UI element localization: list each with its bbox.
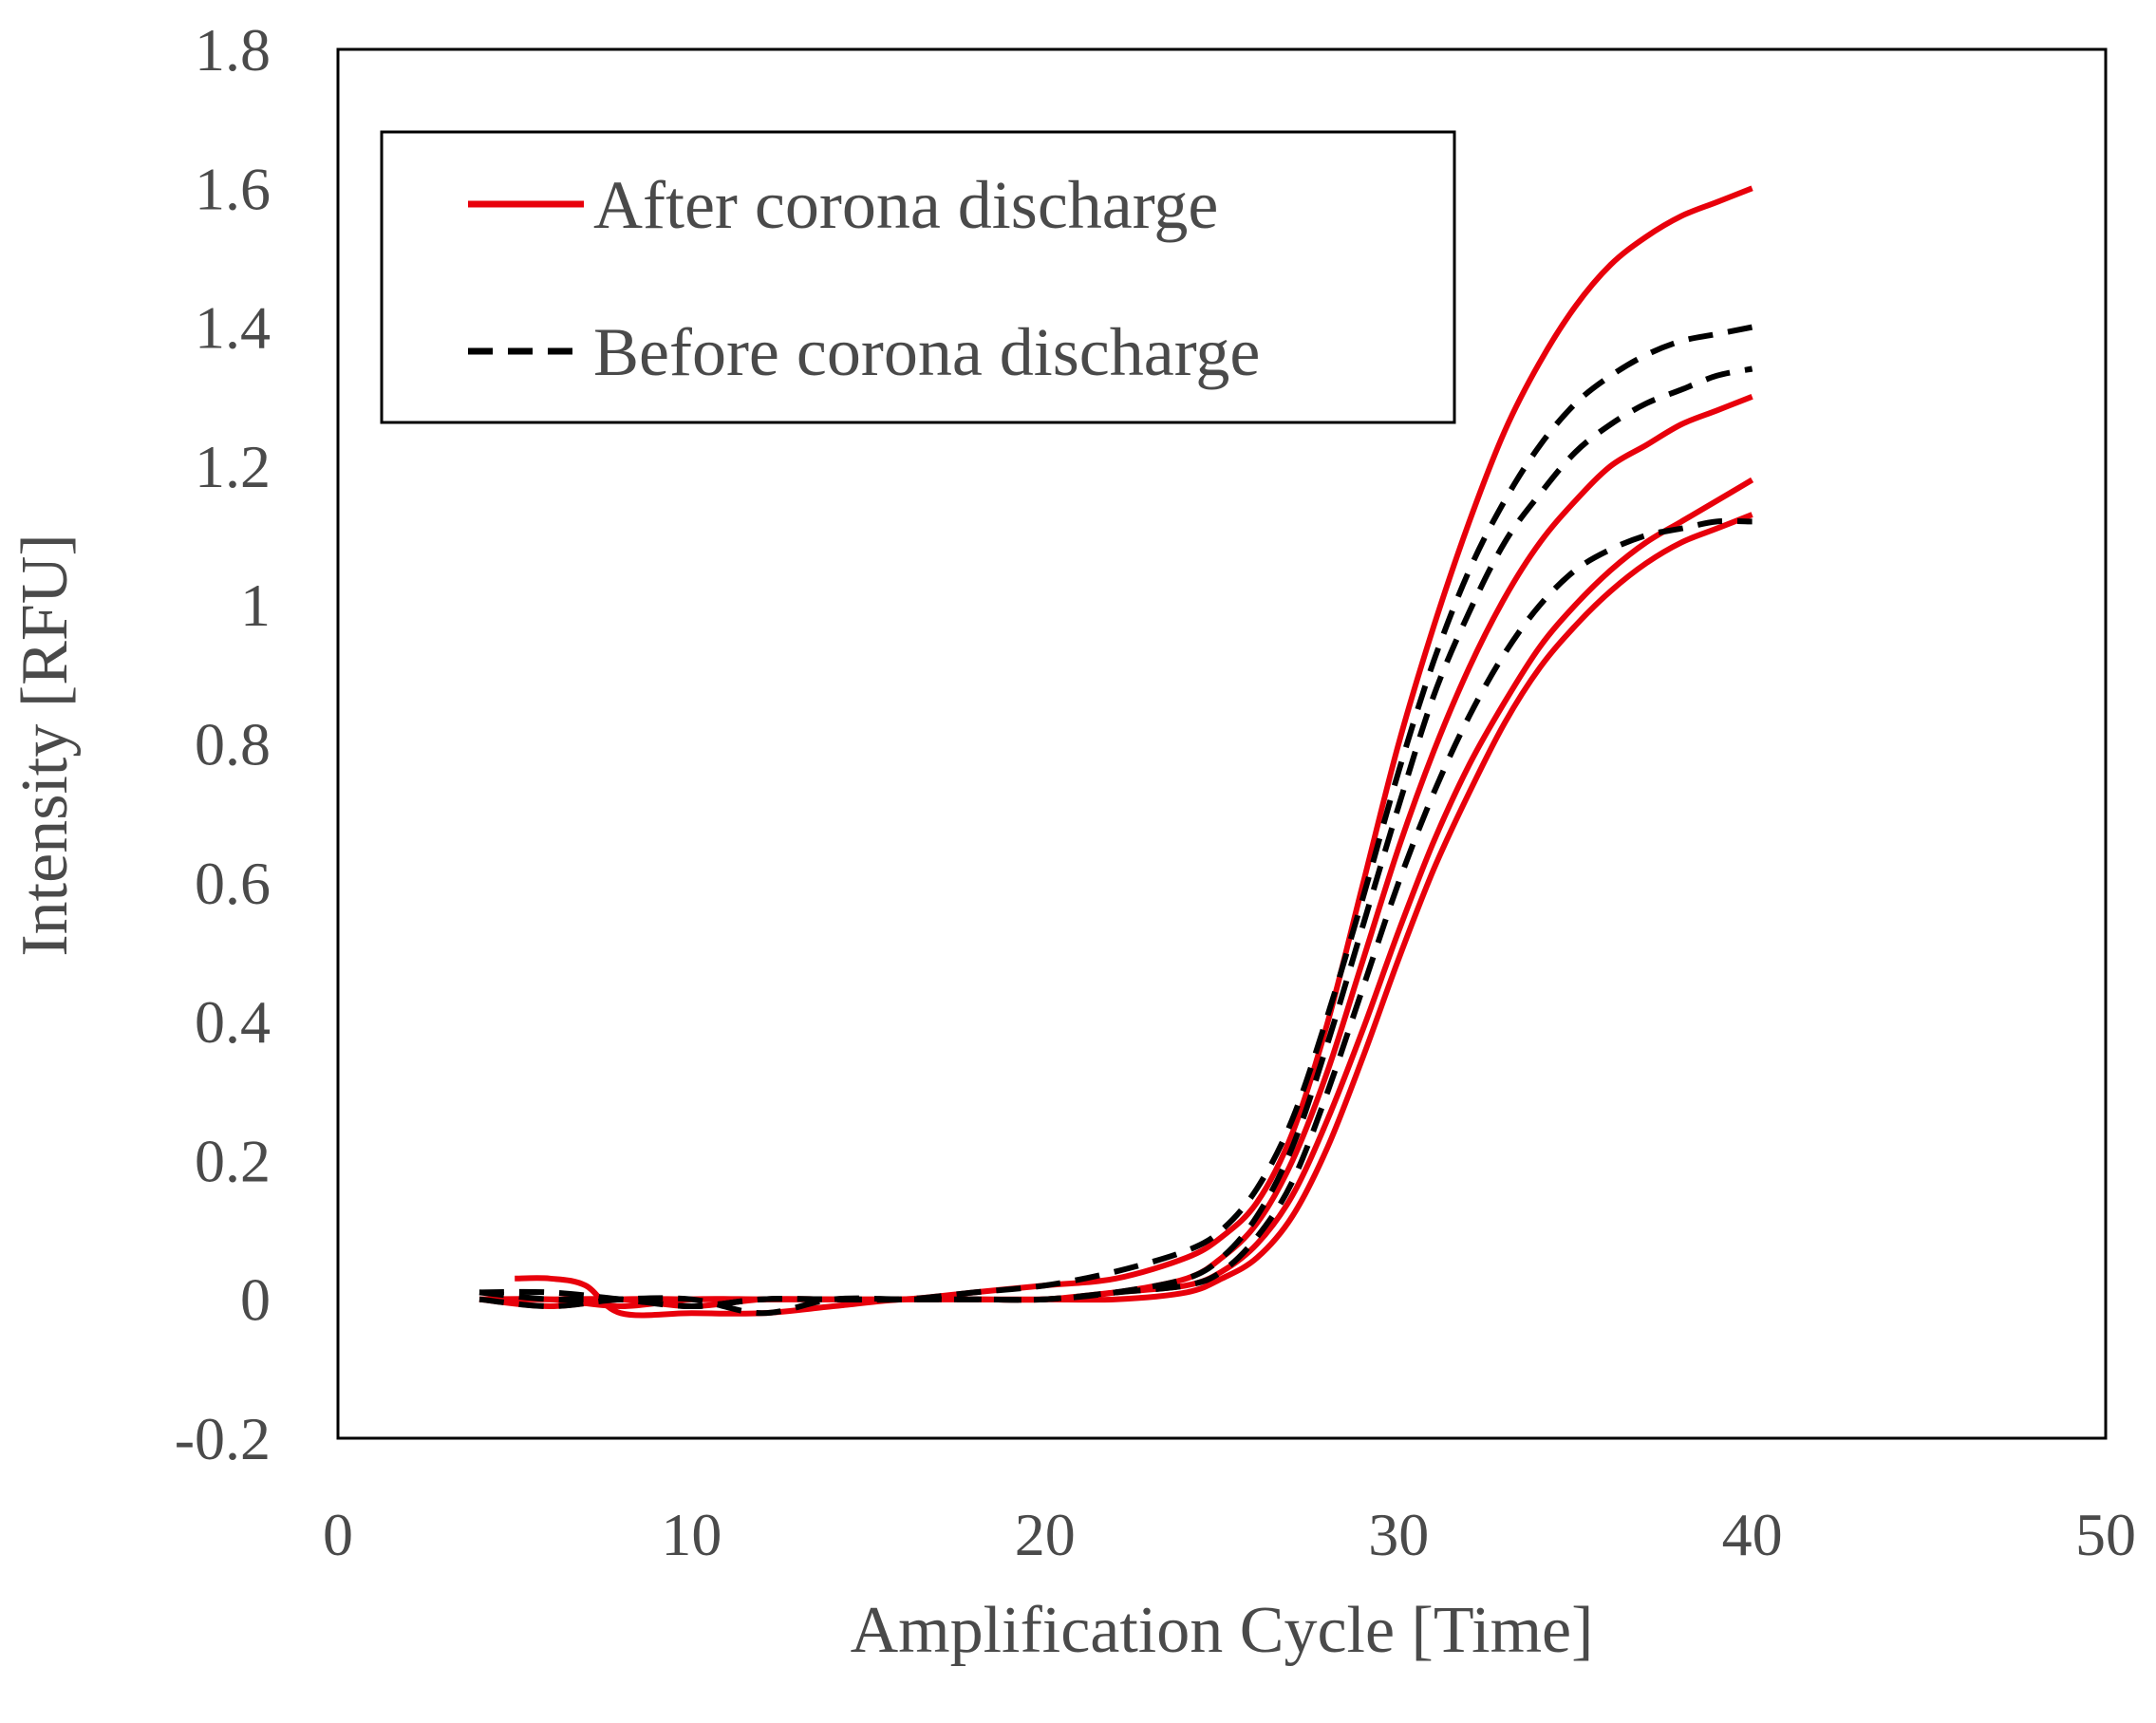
y-tick-label: 1 — [240, 571, 271, 639]
y-tick-label: 1.6 — [195, 155, 271, 222]
x-tick-label: 10 — [661, 1501, 722, 1568]
legend-box — [380, 130, 1456, 424]
series-line-before-4 — [478, 324, 1753, 1309]
y-tick-label: 0.2 — [195, 1127, 271, 1194]
x-tick-label: 30 — [1368, 1501, 1429, 1568]
y-tick-label: 1.4 — [195, 294, 271, 362]
y-tick-label: 1.8 — [195, 16, 271, 84]
y-axis-title: Intensity [RFU] — [9, 534, 82, 956]
x-tick-label: 40 — [1722, 1501, 1783, 1568]
y-tick-label: 0.8 — [195, 711, 271, 778]
series-line-after-3 — [478, 512, 1753, 1309]
y-tick-label: 0.4 — [195, 988, 271, 1056]
y-tick-label: 1.2 — [195, 433, 271, 500]
series-line-before-5 — [478, 365, 1753, 1317]
x-tick-label: 0 — [323, 1501, 353, 1568]
series-layer — [478, 185, 1754, 1319]
x-axis-title: Amplification Cycle [Time] — [851, 1594, 1594, 1667]
x-axis-tick-labels: 0 10 20 30 40 50 — [323, 1501, 2136, 1568]
legend-label-after: After corona discharge — [593, 167, 1218, 243]
x-tick-label: 20 — [1015, 1501, 1076, 1568]
y-tick-label: -0.2 — [175, 1405, 271, 1472]
series-line-after-2 — [515, 477, 1754, 1319]
legend-label-before: Before corona discharge — [593, 314, 1260, 390]
x-tick-label: 50 — [2075, 1501, 2136, 1568]
y-tick-label: 0 — [240, 1266, 271, 1334]
y-axis-tick-labels: -0.2 0 0.2 0.4 0.6 0.8 1 1.2 1.4 1.6 1.8 — [175, 16, 271, 1472]
y-tick-label: 0.6 — [195, 850, 271, 917]
legend: After corona discharge Before corona dis… — [380, 130, 1456, 424]
